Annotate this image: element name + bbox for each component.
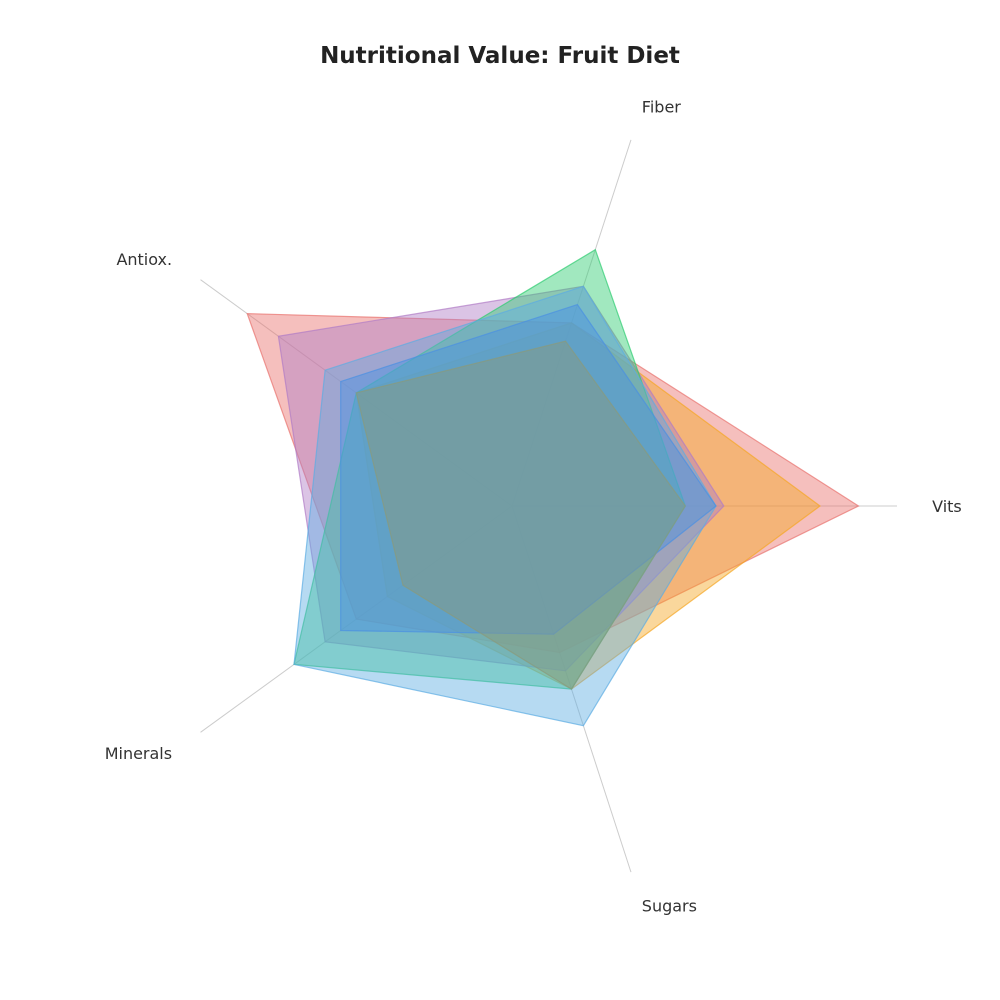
axis-label-sugars: Sugars xyxy=(642,897,697,916)
series-7-polygon xyxy=(355,340,687,690)
series-6-polygon xyxy=(340,303,717,635)
radar-series xyxy=(246,248,860,727)
series-3-polygon xyxy=(277,285,725,672)
radar-axis-labels: Vits Fiber Antiox. Minerals Sugars xyxy=(105,98,962,916)
axis-label-fiber: Fiber xyxy=(642,98,681,117)
axis-label-antiox: Antiox. xyxy=(116,250,172,269)
axis-label-minerals: Minerals xyxy=(105,744,172,763)
axis-label-vits: Vits xyxy=(932,497,962,516)
series-2-polygon xyxy=(355,322,822,690)
chart-title: Nutritional Value: Fruit Diet xyxy=(320,43,680,69)
series-5-polygon xyxy=(293,285,717,727)
